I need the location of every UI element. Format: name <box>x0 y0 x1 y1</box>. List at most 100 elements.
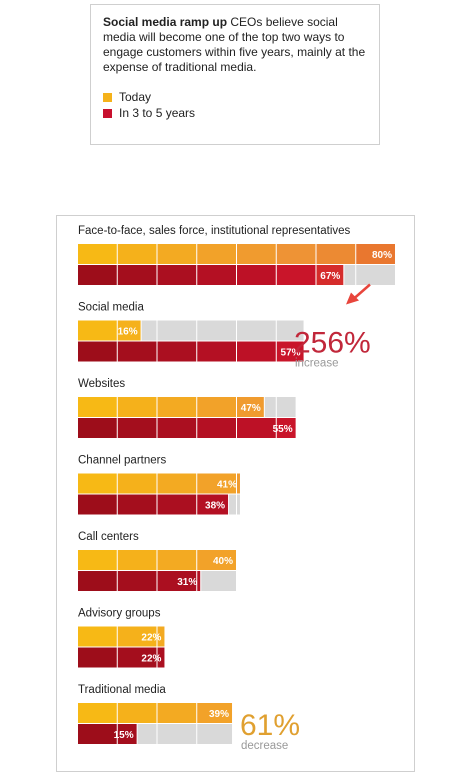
bar-segment-future-advisory-groups <box>117 647 157 668</box>
legend-item-today: Today <box>103 89 367 105</box>
bar-segment-future-social-media <box>157 341 197 362</box>
legend-box: Social media ramp up CEOs believe social… <box>90 4 380 145</box>
bar-segment-future-call-centers <box>117 571 157 591</box>
bar-segment-today-advisory-groups <box>117 626 157 647</box>
bar-segment-today-face-to-face-sales-force-institutional-representatives <box>78 244 117 264</box>
bar-remainder-future-channel-partners <box>229 494 236 515</box>
bar-segment-today-websites <box>117 397 157 417</box>
bar-remainder-future-call-centers <box>201 571 236 591</box>
annotation-arrow-line <box>353 283 371 300</box>
bar-segment-today-face-to-face-sales-force-institutional-representatives <box>157 244 197 264</box>
category-label-advisory-groups: Advisory groups <box>78 608 161 620</box>
legend-item-future: In 3 to 5 years <box>103 105 367 121</box>
annotation-value-traditional-media: 61% <box>240 709 300 742</box>
legend-label-future: In 3 to 5 years <box>119 105 196 120</box>
bar-segment-future-traditional-media <box>117 724 137 744</box>
bar-segment-future-websites <box>117 418 157 438</box>
bar-segment-today-face-to-face-sales-force-institutional-representatives <box>356 244 395 264</box>
bar-segment-future-advisory-groups <box>157 647 165 668</box>
bar-remainder-future-traditional-media <box>137 724 157 744</box>
intro-text: Social media ramp up CEOs believe social… <box>103 15 367 75</box>
category-label-channel-partners: Channel partners <box>78 455 166 467</box>
intro-body: CEOs believe social media will become on… <box>103 15 366 74</box>
legend: Today In 3 to 5 years <box>103 89 367 121</box>
bar-segment-future-face-to-face-sales-force-institutional-representatives <box>276 265 316 285</box>
bar-segment-future-channel-partners <box>117 494 157 515</box>
bar-segment-today-channel-partners <box>78 473 117 494</box>
bar-segment-future-websites <box>197 418 236 438</box>
bar-segment-today-call-centers <box>157 550 197 570</box>
bar-segment-today-channel-partners <box>157 473 197 494</box>
bar-segment-future-social-media <box>276 341 304 362</box>
bar-remainder-today-websites <box>276 397 296 417</box>
bar-remainder-today-social-media <box>157 320 197 341</box>
bar-segment-today-call-centers <box>197 550 236 570</box>
bar-segment-future-face-to-face-sales-force-institutional-representatives <box>117 265 157 285</box>
category-label-social-media: Social media <box>78 302 144 314</box>
bar-segment-future-face-to-face-sales-force-institutional-representatives <box>78 265 117 285</box>
bar-segment-future-social-media <box>237 341 276 362</box>
bar-value-label-future-advisory-groups: 22% <box>141 654 161 665</box>
annotation-label-social-media: increase <box>295 358 338 370</box>
bar-value-label-future-traditional-media: 15% <box>114 730 134 741</box>
chart-box: Face-to-face, sales force, institutional… <box>56 215 415 772</box>
bar-value-label-today-websites: 47% <box>241 403 261 414</box>
bar-segment-today-call-centers <box>78 550 117 570</box>
bar-value-label-future-face-to-face-sales-force-institutional-representatives: 67% <box>320 271 340 282</box>
bar-segment-future-channel-partners <box>197 494 229 515</box>
intro-title: Social media ramp up <box>103 15 228 29</box>
bar-segment-future-websites <box>237 418 276 438</box>
bar-value-label-today-advisory-groups: 22% <box>141 633 161 644</box>
bar-remainder-today-social-media <box>197 320 236 341</box>
bar-value-label-today-face-to-face-sales-force-institutional-representatives: 80% <box>372 250 392 261</box>
bar-segment-today-social-media <box>117 320 141 341</box>
bar-segment-future-websites <box>276 418 296 438</box>
bar-segment-today-websites <box>157 397 197 417</box>
bar-segment-future-traditional-media <box>78 724 117 744</box>
bar-segment-future-face-to-face-sales-force-institutional-representatives <box>316 265 344 285</box>
bar-segment-future-advisory-groups <box>78 647 117 668</box>
bar-remainder-today-social-media <box>141 320 157 341</box>
bar-segment-today-face-to-face-sales-force-institutional-representatives <box>117 244 157 264</box>
bar-remainder-today-social-media <box>237 320 276 341</box>
bar-segment-future-channel-partners <box>157 494 197 515</box>
bar-value-label-today-channel-partners: 41% <box>217 480 237 491</box>
bar-remainder-future-traditional-media <box>157 724 197 744</box>
bar-segment-future-social-media <box>78 341 117 362</box>
annotation-value-social-media: 256% <box>294 327 371 360</box>
bar-segment-today-face-to-face-sales-force-institutional-representatives <box>316 244 356 264</box>
legend-label-today: Today <box>119 89 152 104</box>
bar-value-label-future-call-centers: 31% <box>177 577 197 588</box>
bar-segment-today-call-centers <box>117 550 157 570</box>
bar-value-label-future-channel-partners: 38% <box>205 501 225 512</box>
category-label-traditional-media: Traditional media <box>78 684 166 696</box>
bar-segment-future-social-media <box>117 341 157 362</box>
annotation-arrow-head <box>346 292 359 305</box>
bar-segment-today-channel-partners <box>117 473 157 494</box>
bar-segment-today-social-media <box>78 320 117 341</box>
bar-segment-today-channel-partners <box>197 473 236 494</box>
category-label-face-to-face-sales-force-institutional-representatives: Face-to-face, sales force, institutional… <box>78 225 351 237</box>
bar-segment-future-websites <box>78 418 117 438</box>
bar-segment-today-channel-partners <box>237 473 240 494</box>
bar-segment-today-face-to-face-sales-force-institutional-representatives <box>237 244 276 264</box>
bar-remainder-today-websites <box>264 397 276 417</box>
bar-remainder-future-face-to-face-sales-force-institutional-representatives <box>344 265 356 285</box>
bar-value-label-today-call-centers: 40% <box>213 556 233 567</box>
bar-value-label-future-social-media: 57% <box>281 348 301 359</box>
bar-segment-future-face-to-face-sales-force-institutional-representatives <box>197 265 236 285</box>
bar-segment-future-social-media <box>197 341 236 362</box>
bar-remainder-future-face-to-face-sales-force-institutional-representatives <box>356 265 395 285</box>
bar-segment-today-websites <box>197 397 236 417</box>
bar-value-label-today-traditional-media: 39% <box>209 709 229 720</box>
bar-segment-future-call-centers <box>157 571 197 591</box>
bar-segment-today-traditional-media <box>117 703 157 723</box>
bar-segment-today-websites <box>237 397 264 417</box>
bar-segment-future-channel-partners <box>78 494 117 515</box>
bar-segment-today-advisory-groups <box>78 626 117 647</box>
bar-remainder-future-channel-partners <box>237 494 240 515</box>
bar-value-label-future-websites: 55% <box>273 424 293 435</box>
bar-value-label-today-social-media: 16% <box>118 327 138 338</box>
bar-remainder-future-traditional-media <box>197 724 233 744</box>
bar-segment-today-face-to-face-sales-force-institutional-representatives <box>197 244 236 264</box>
